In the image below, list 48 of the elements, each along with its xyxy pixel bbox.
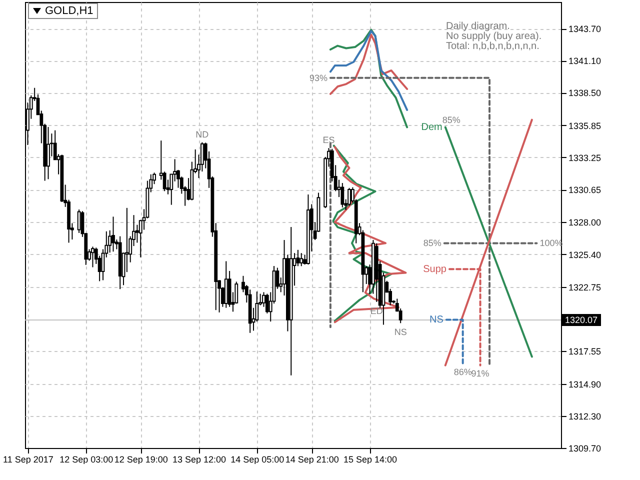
y-tick-label: 1322.75 [568,282,602,292]
y-tick-label: 1317.55 [568,346,602,357]
annotation: NS [394,327,407,338]
y-tick-label: 1338.50 [568,88,602,98]
x-tick-label: 15 Sep 14:00 [344,454,398,464]
y-tick-label: 1341.10 [568,56,602,66]
series-label: Supp [423,264,447,276]
x-tick-label: 14 Sep 21:00 [285,454,339,464]
annotation: 85% [442,115,460,126]
y-tick-label: 1328.00 [568,218,602,228]
candlestick [46,126,50,180]
line-series [329,28,408,128]
y-tick-label: 1330.65 [568,185,602,196]
candlestick [348,187,351,206]
candlestick [91,246,94,268]
x-tick-label: 12 Sep 19:00 [114,454,168,464]
annotation: Daily diagram. [446,21,510,32]
candlestick [125,207,129,273]
y-tick-label: 1309.70 [568,444,602,454]
y-tick-label: 1312.30 [568,411,602,422]
annotation: No supply (buy area). [446,31,542,42]
y-tick-label: 1333.25 [568,152,602,163]
annotation: 93% [309,72,328,83]
candlestick [300,252,304,267]
line-series [332,144,392,322]
x-tick-label: 14 Sep 05:00 [230,454,284,464]
chart-title: GOLD,H1 [45,5,94,17]
x-tick-label: 11 Sep 2017 [3,454,54,464]
y-tick-label: 1343.70 [568,24,602,34]
series-label: Dem [421,122,442,134]
line-series [329,34,408,95]
annotation: ND [196,129,210,140]
candlestick [112,216,115,252]
annotation: 91% [471,368,490,378]
annotation: 86% [454,367,472,378]
x-tick-label: 12 Sep 03:00 [60,454,114,464]
y-tick-label: 1325.40 [568,250,602,260]
series-label: NS [430,314,444,326]
line-series [334,146,407,324]
annotation: ES [322,135,335,146]
x-tick-label: 13 Sep 12:00 [172,454,226,464]
annotation: 85% [423,238,442,248]
annotation: Total: n,b,b,n,b,n,n,n. [446,41,540,52]
y-tick-label: 1314.90 [568,379,602,390]
line-series [329,30,408,111]
candlestick [340,182,344,208]
y-tick-label: 1335.85 [568,120,602,131]
ref-line-label: 1320.07 [565,315,598,326]
